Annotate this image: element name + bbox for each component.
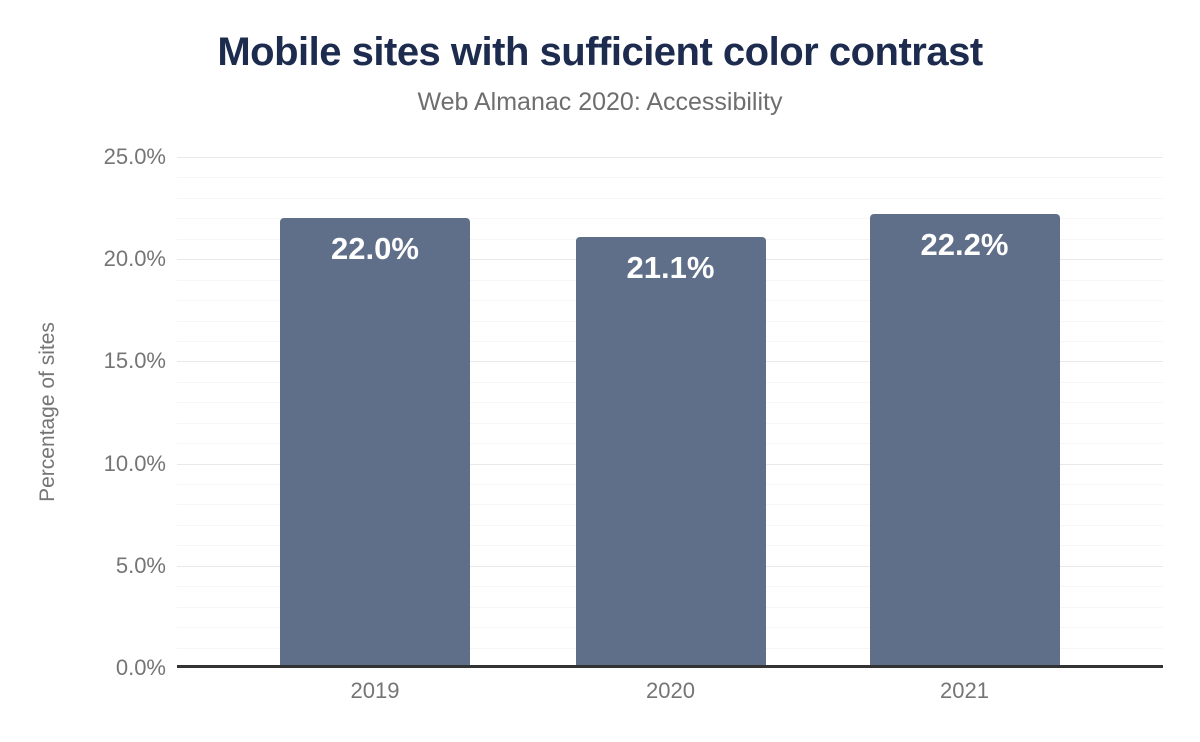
- bar-2021: 22.2%: [869, 214, 1060, 668]
- x-tick-label-2019: 2019: [350, 678, 400, 703]
- bar-2020: 21.1%: [575, 236, 766, 668]
- x-tick-label-2020: 2020: [646, 678, 695, 703]
- x-tick-label-2021: 2021: [940, 678, 989, 703]
- minor-gridline: [177, 218, 1163, 220]
- minor-gridline: [177, 177, 1163, 179]
- y-tick-label: 20.0%: [103, 246, 166, 272]
- y-tick-label: 5.0%: [115, 552, 166, 578]
- y-tick-label: 15.0%: [103, 348, 166, 374]
- bar-value-label: 22.2%: [920, 227, 1009, 263]
- plot-area: 22.0% 21.1% 22.2%: [177, 157, 1163, 668]
- bar-value-label: 22.0%: [331, 231, 419, 267]
- chart-title: Mobile sites with sufficient color contr…: [217, 30, 983, 74]
- x-axis-line: [177, 665, 1163, 668]
- minor-gridline: [177, 197, 1163, 199]
- y-tick-label: 10.0%: [103, 450, 166, 476]
- bar-2019: 22.0%: [280, 218, 470, 668]
- y-tick-label: 25.0%: [103, 144, 166, 169]
- chart-subtitle: Web Almanac 2020: Accessibility: [417, 88, 783, 116]
- bar-value-label: 21.1%: [626, 249, 715, 285]
- y-tick-label: 0.0%: [115, 655, 166, 680]
- major-gridline: [177, 157, 1163, 158]
